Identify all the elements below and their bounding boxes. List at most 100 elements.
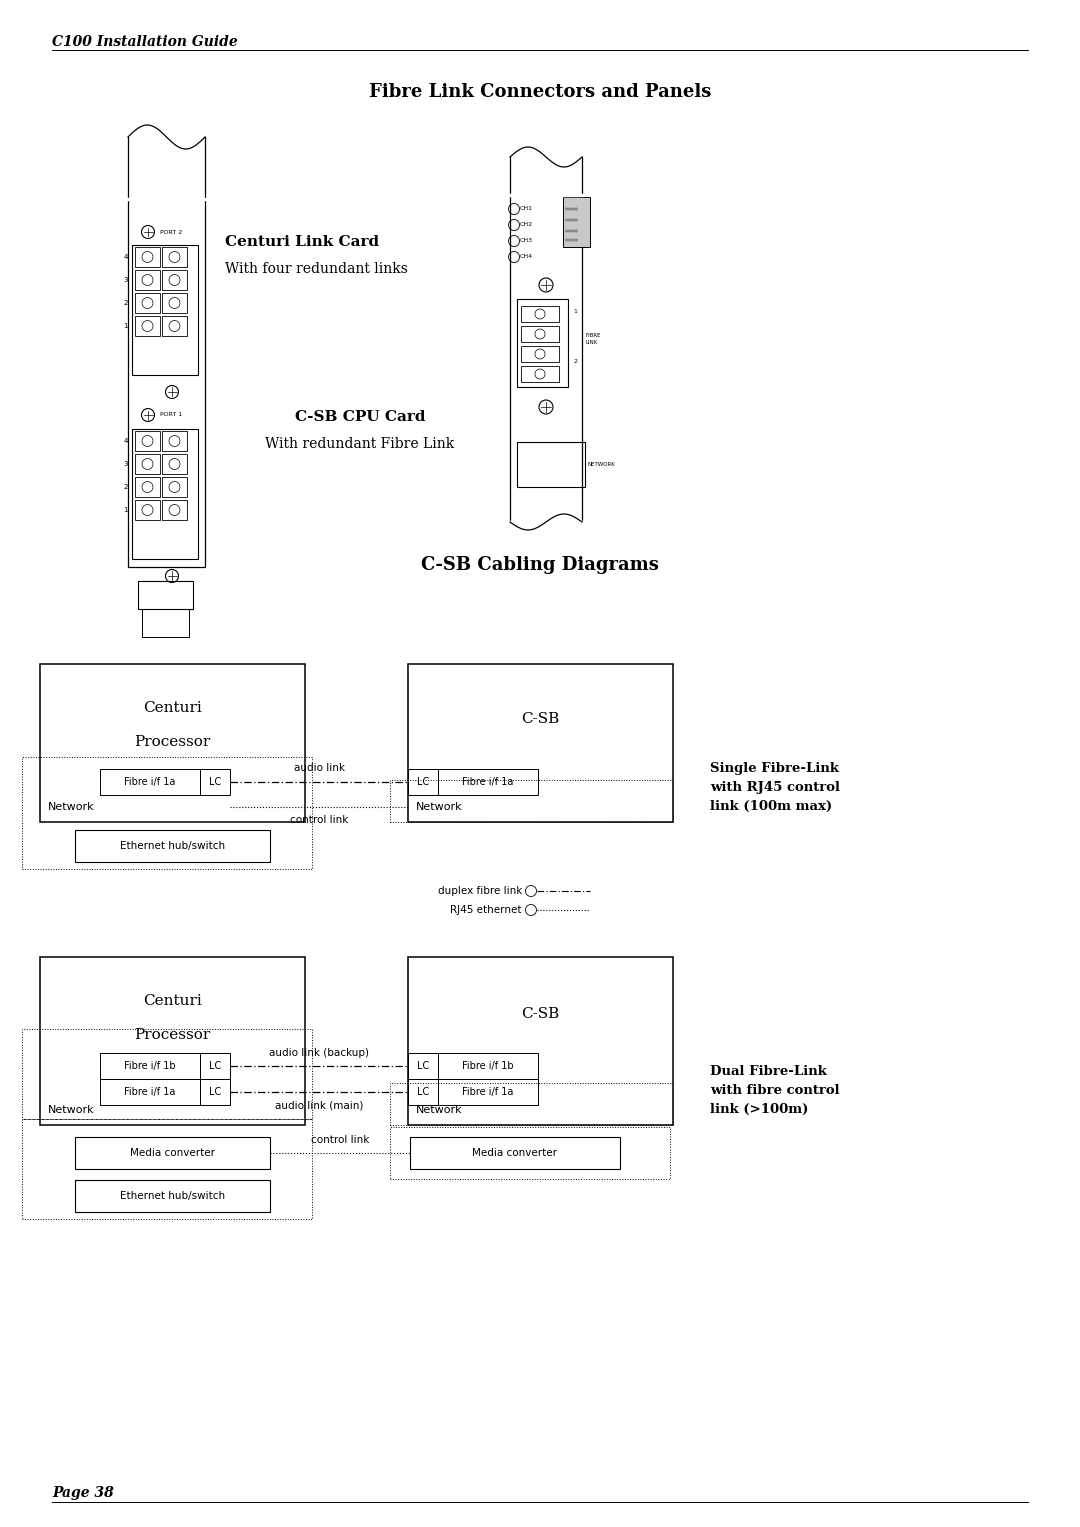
Text: FIBRE
LINK: FIBRE LINK [586, 333, 602, 345]
Text: C-SB Cabling Diagrams: C-SB Cabling Diagrams [421, 556, 659, 574]
Text: CH4: CH4 [519, 255, 534, 260]
Text: LC: LC [208, 1061, 221, 1070]
Text: Ethernet hub/switch: Ethernet hub/switch [120, 1191, 225, 1202]
Text: Page 38: Page 38 [52, 1486, 113, 1500]
Text: LC: LC [208, 1087, 221, 1096]
Bar [390, 780, 673, 822]
Bar [100, 1080, 200, 1106]
Text: 3: 3 [123, 276, 129, 282]
Text: PORT 1: PORT 1 [160, 412, 183, 417]
Text: C-SB: C-SB [522, 712, 559, 725]
Bar [521, 347, 559, 362]
Bar [521, 366, 559, 382]
Text: Centuri: Centuri [144, 701, 202, 715]
Text: RJ45 ethernet: RJ45 ethernet [450, 906, 522, 915]
Circle shape [571, 238, 573, 241]
Circle shape [569, 218, 571, 221]
Text: C-SB: C-SB [522, 1006, 559, 1022]
Text: Fibre i/f 1b: Fibre i/f 1b [124, 1061, 176, 1070]
Text: Network: Network [48, 1106, 95, 1115]
Bar [162, 316, 187, 336]
Bar [129, 199, 205, 567]
Bar [510, 195, 582, 522]
Bar [408, 770, 438, 796]
Text: LC: LC [417, 1061, 429, 1070]
Text: audio link (main): audio link (main) [274, 1099, 363, 1110]
Text: Fibre i/f 1a: Fibre i/f 1a [124, 1087, 176, 1096]
Text: Centuri: Centuri [144, 994, 202, 1008]
Bar [75, 831, 270, 863]
Text: LC: LC [417, 777, 429, 786]
Bar [135, 270, 160, 290]
Text: 2: 2 [123, 299, 129, 305]
Text: audio link (backup): audio link (backup) [269, 1048, 369, 1058]
Bar [162, 270, 187, 290]
Circle shape [571, 208, 573, 211]
Bar [408, 664, 673, 822]
Text: Processor: Processor [134, 734, 211, 750]
Bar [563, 197, 590, 247]
Circle shape [567, 208, 570, 211]
Text: LC: LC [417, 1087, 429, 1096]
Text: 1: 1 [123, 507, 129, 513]
Text: CH3: CH3 [519, 238, 534, 243]
Bar [521, 325, 559, 342]
Bar [135, 247, 160, 267]
Text: 3: 3 [123, 461, 129, 467]
Bar [390, 1083, 673, 1125]
Circle shape [565, 208, 568, 211]
Circle shape [571, 218, 573, 221]
Circle shape [573, 238, 576, 241]
Bar [200, 1080, 230, 1106]
Bar [75, 1138, 270, 1170]
Text: Network: Network [48, 802, 95, 812]
Text: Media converter: Media converter [473, 1148, 557, 1157]
Text: 4: 4 [123, 253, 129, 260]
Circle shape [567, 218, 570, 221]
Text: Processor: Processor [134, 1028, 211, 1041]
Bar [135, 499, 160, 521]
Text: CH2: CH2 [519, 223, 534, 228]
Circle shape [565, 238, 568, 241]
Circle shape [569, 229, 571, 232]
Circle shape [576, 208, 578, 211]
Text: Fibre i/f 1a: Fibre i/f 1a [462, 777, 514, 786]
Text: Fibre i/f 1b: Fibre i/f 1b [462, 1061, 514, 1070]
Text: C100 Installation Guide: C100 Installation Guide [52, 35, 238, 49]
Text: duplex fibre link: duplex fibre link [437, 886, 522, 896]
Text: control link: control link [289, 815, 348, 825]
Text: Network: Network [416, 1106, 462, 1115]
Bar [75, 1180, 270, 1212]
Text: Media converter: Media converter [130, 1148, 215, 1157]
Bar [135, 316, 160, 336]
Bar [162, 476, 187, 496]
Circle shape [576, 218, 578, 221]
Bar [135, 431, 160, 450]
Bar [138, 580, 193, 609]
Circle shape [573, 208, 576, 211]
Text: 2: 2 [573, 359, 577, 365]
Bar [162, 431, 187, 450]
Bar [200, 1054, 230, 1080]
Text: audio link: audio link [294, 764, 345, 773]
Circle shape [567, 229, 570, 232]
Bar [141, 609, 189, 637]
Bar [410, 1138, 620, 1170]
Text: CH1: CH1 [519, 206, 534, 212]
Bar [517, 299, 568, 386]
Text: NETWORK: NETWORK [588, 463, 616, 467]
Text: Fibre i/f 1a: Fibre i/f 1a [124, 777, 176, 786]
Bar [521, 305, 559, 322]
Text: Fibre i/f 1a: Fibre i/f 1a [462, 1087, 514, 1096]
Bar [390, 1127, 670, 1179]
Text: Network: Network [416, 802, 462, 812]
Bar [162, 454, 187, 473]
Text: With four redundant links: With four redundant links [225, 263, 408, 276]
Text: 1: 1 [573, 310, 577, 315]
Bar [40, 957, 305, 1125]
Text: Fibre Link Connectors and Panels: Fibre Link Connectors and Panels [368, 82, 712, 101]
Circle shape [565, 218, 568, 221]
Bar [22, 1029, 312, 1119]
Bar [162, 499, 187, 521]
Bar [438, 1080, 538, 1106]
